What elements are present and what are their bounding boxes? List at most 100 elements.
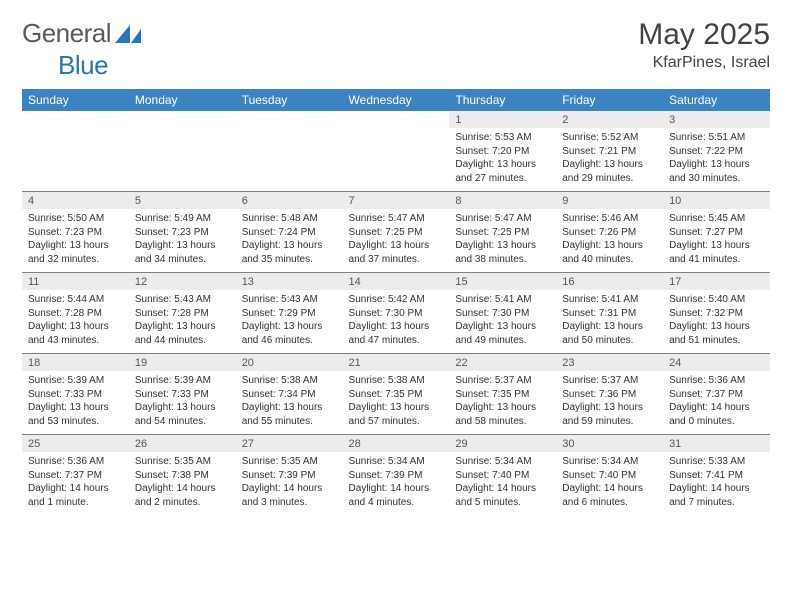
day-number-cell: 17 — [663, 273, 770, 290]
sunset-text: Sunset: 7:32 PM — [669, 307, 764, 321]
day-number-cell — [236, 111, 343, 128]
daylight-text: and 35 minutes. — [242, 253, 337, 267]
day-number-cell: 3 — [663, 111, 770, 128]
sunrise-text: Sunrise: 5:48 AM — [242, 212, 337, 226]
day-number-cell: 1 — [449, 111, 556, 128]
day-detail-cell: Sunrise: 5:36 AMSunset: 7:37 PMDaylight:… — [663, 371, 770, 435]
day-detail-row: Sunrise: 5:44 AMSunset: 7:28 PMDaylight:… — [22, 290, 770, 354]
day-number: 3 — [669, 114, 675, 126]
sunrise-text: Sunrise: 5:37 AM — [455, 374, 550, 388]
day-number-cell: 7 — [343, 192, 450, 209]
dow-sunday: Sunday — [22, 89, 129, 111]
daylight-text: Daylight: 13 hours — [562, 239, 657, 253]
brand-word-2: Blue — [58, 50, 108, 80]
sunrise-text: Sunrise: 5:34 AM — [349, 455, 444, 469]
day-number: 8 — [455, 195, 461, 207]
location-label: KfarPines, Israel — [638, 54, 770, 72]
day-number: 5 — [135, 195, 141, 207]
sunset-text: Sunset: 7:30 PM — [455, 307, 550, 321]
day-number-row: 18192021222324 — [22, 354, 770, 371]
day-number: 17 — [669, 276, 681, 288]
sunset-text: Sunset: 7:35 PM — [455, 388, 550, 402]
day-number: 6 — [242, 195, 248, 207]
month-title: May 2025 — [638, 18, 770, 52]
sunrise-text: Sunrise: 5:53 AM — [455, 131, 550, 145]
day-number-cell: 2 — [556, 111, 663, 128]
daylight-text: and 2 minutes. — [135, 496, 230, 510]
day-number-cell: 30 — [556, 435, 663, 452]
sunset-text: Sunset: 7:33 PM — [135, 388, 230, 402]
daylight-text: Daylight: 14 hours — [455, 482, 550, 496]
sunset-text: Sunset: 7:25 PM — [349, 226, 444, 240]
sunrise-text: Sunrise: 5:44 AM — [28, 293, 123, 307]
daylight-text: and 43 minutes. — [28, 334, 123, 348]
sunset-text: Sunset: 7:22 PM — [669, 145, 764, 159]
day-number-cell: 29 — [449, 435, 556, 452]
daylight-text: and 27 minutes. — [455, 172, 550, 186]
day-detail-cell: Sunrise: 5:33 AMSunset: 7:41 PMDaylight:… — [663, 452, 770, 515]
sunrise-text: Sunrise: 5:42 AM — [349, 293, 444, 307]
daylight-text: and 58 minutes. — [455, 415, 550, 429]
daylight-text: and 49 minutes. — [455, 334, 550, 348]
sunrise-text: Sunrise: 5:36 AM — [669, 374, 764, 388]
sunset-text: Sunset: 7:23 PM — [28, 226, 123, 240]
day-detail-cell — [343, 128, 450, 192]
daylight-text: and 5 minutes. — [455, 496, 550, 510]
daylight-text: and 30 minutes. — [669, 172, 764, 186]
sunset-text: Sunset: 7:31 PM — [562, 307, 657, 321]
daylight-text: and 54 minutes. — [135, 415, 230, 429]
daylight-text: Daylight: 13 hours — [455, 158, 550, 172]
day-number-cell — [343, 111, 450, 128]
daylight-text: and 32 minutes. — [28, 253, 123, 267]
day-number: 14 — [349, 276, 361, 288]
daylight-text: and 38 minutes. — [455, 253, 550, 267]
sunset-text: Sunset: 7:40 PM — [562, 469, 657, 483]
day-number-cell: 16 — [556, 273, 663, 290]
day-number-cell: 21 — [343, 354, 450, 371]
daylight-text: Daylight: 13 hours — [349, 239, 444, 253]
day-number: 7 — [349, 195, 355, 207]
daylight-text: and 53 minutes. — [28, 415, 123, 429]
day-detail-cell: Sunrise: 5:51 AMSunset: 7:22 PMDaylight:… — [663, 128, 770, 192]
sunset-text: Sunset: 7:37 PM — [669, 388, 764, 402]
daylight-text: and 51 minutes. — [669, 334, 764, 348]
daylight-text: Daylight: 13 hours — [135, 239, 230, 253]
day-detail-cell: Sunrise: 5:37 AMSunset: 7:36 PMDaylight:… — [556, 371, 663, 435]
daylight-text: Daylight: 13 hours — [28, 320, 123, 334]
daylight-text: Daylight: 14 hours — [669, 401, 764, 415]
daylight-text: Daylight: 13 hours — [669, 320, 764, 334]
sunrise-text: Sunrise: 5:45 AM — [669, 212, 764, 226]
sunrise-text: Sunrise: 5:49 AM — [135, 212, 230, 226]
day-detail-cell — [22, 128, 129, 192]
daylight-text: Daylight: 13 hours — [669, 239, 764, 253]
day-number-cell: 10 — [663, 192, 770, 209]
daylight-text: and 6 minutes. — [562, 496, 657, 510]
day-number: 23 — [562, 357, 574, 369]
day-number-cell: 14 — [343, 273, 450, 290]
dow-friday: Friday — [556, 89, 663, 111]
day-detail-cell: Sunrise: 5:38 AMSunset: 7:34 PMDaylight:… — [236, 371, 343, 435]
daylight-text: Daylight: 13 hours — [28, 401, 123, 415]
day-detail-row: Sunrise: 5:50 AMSunset: 7:23 PMDaylight:… — [22, 209, 770, 273]
day-number-cell: 12 — [129, 273, 236, 290]
daylight-text: Daylight: 13 hours — [349, 320, 444, 334]
day-detail-cell: Sunrise: 5:40 AMSunset: 7:32 PMDaylight:… — [663, 290, 770, 354]
day-detail-cell: Sunrise: 5:45 AMSunset: 7:27 PMDaylight:… — [663, 209, 770, 273]
daylight-text: Daylight: 13 hours — [242, 320, 337, 334]
daylight-text: Daylight: 14 hours — [562, 482, 657, 496]
day-detail-cell: Sunrise: 5:42 AMSunset: 7:30 PMDaylight:… — [343, 290, 450, 354]
daylight-text: Daylight: 13 hours — [242, 239, 337, 253]
sunset-text: Sunset: 7:21 PM — [562, 145, 657, 159]
daylight-text: and 44 minutes. — [135, 334, 230, 348]
day-number: 12 — [135, 276, 147, 288]
daylight-text: and 29 minutes. — [562, 172, 657, 186]
sunrise-text: Sunrise: 5:43 AM — [135, 293, 230, 307]
daylight-text: Daylight: 13 hours — [349, 401, 444, 415]
day-number-cell: 5 — [129, 192, 236, 209]
calendar-table: Sunday Monday Tuesday Wednesday Thursday… — [22, 89, 770, 515]
sunset-text: Sunset: 7:34 PM — [242, 388, 337, 402]
day-detail-cell: Sunrise: 5:43 AMSunset: 7:28 PMDaylight:… — [129, 290, 236, 354]
day-detail-cell: Sunrise: 5:41 AMSunset: 7:31 PMDaylight:… — [556, 290, 663, 354]
sunrise-text: Sunrise: 5:41 AM — [562, 293, 657, 307]
day-detail-cell: Sunrise: 5:50 AMSunset: 7:23 PMDaylight:… — [22, 209, 129, 273]
